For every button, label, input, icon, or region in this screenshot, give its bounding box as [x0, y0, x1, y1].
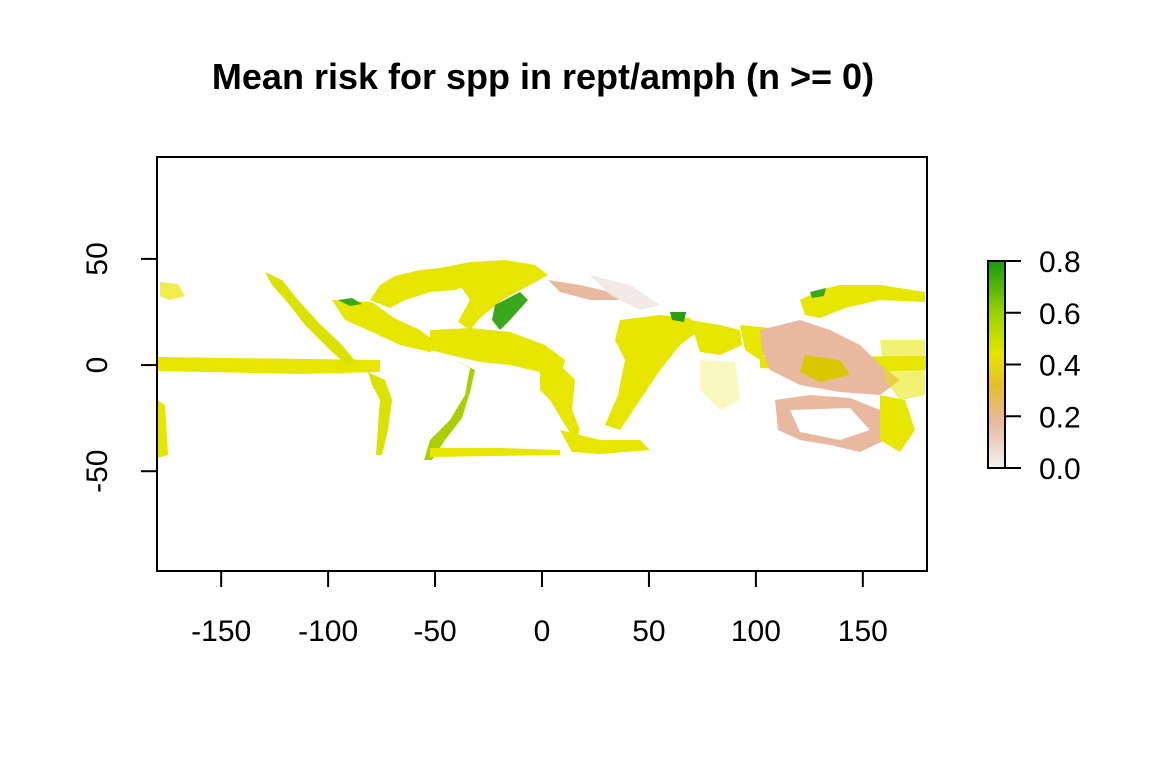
mediterranean — [548, 280, 620, 300]
na-pacific-coast — [265, 272, 356, 366]
australia-inner — [790, 408, 870, 440]
north-pacific-sparse — [160, 282, 185, 300]
southern-africa — [560, 430, 650, 454]
legend-tick-label: 0.4 — [1039, 350, 1081, 383]
x-tick-label: -100 — [298, 615, 358, 648]
east-asia-green — [810, 288, 826, 298]
legend-tick-label: 0.2 — [1039, 401, 1081, 434]
legend-tick-label: 0.0 — [1039, 453, 1081, 486]
arabian-green — [670, 312, 686, 322]
y-tick-label: 0 — [81, 357, 114, 374]
indian-ocean-scatter — [700, 360, 740, 410]
east-asia-coast — [800, 285, 925, 318]
south-atlantic-band — [430, 448, 560, 457]
risk-raster-layer — [157, 260, 927, 460]
sa-atlantic-coast — [424, 360, 475, 460]
x-axis: -150 -100 -50 0 50 100 150 — [191, 571, 888, 648]
x-tick-label: 100 — [731, 615, 781, 648]
mediterranean-light — [590, 275, 660, 310]
africa-west-coast — [540, 365, 580, 440]
atlantic-equatorial — [430, 328, 565, 378]
us-east-coast — [370, 268, 470, 308]
y-axis: 50 0 -50 — [81, 242, 157, 493]
dateline-south-edge — [157, 400, 168, 458]
sa-pacific-coast — [368, 372, 392, 455]
se-asia-yellow — [800, 355, 850, 382]
australia-east-yellow — [880, 395, 915, 452]
color-legend: 0.8 0.6 0.4 0.2 0.0 — [987, 246, 1081, 486]
legend-colorbar — [987, 260, 1006, 469]
map-title: Mean risk for spp in rept/amph (n >= 0) — [211, 56, 875, 97]
pacific-equatorial-band — [157, 357, 380, 374]
west-africa-green — [492, 292, 528, 330]
y-tick-label: 50 — [81, 242, 114, 275]
arabian-sea — [690, 320, 742, 355]
x-tick-label: 150 — [838, 615, 888, 648]
west-pacific-islands — [880, 340, 925, 400]
x-tick-label: -150 — [191, 615, 251, 648]
north-atlantic-band — [440, 260, 548, 330]
legend-tick-label: 0.6 — [1039, 298, 1081, 331]
y-tick-label: -50 — [81, 450, 114, 493]
africa-east-coast — [605, 315, 700, 430]
x-tick-label: -50 — [413, 615, 456, 648]
x-tick-label: 0 — [534, 615, 551, 648]
maritime-se-asia — [760, 320, 900, 395]
x-tick-label: 50 — [632, 615, 665, 648]
gulf-green-edge — [338, 298, 362, 306]
legend-tick-label: 0.8 — [1039, 246, 1081, 279]
gulf-caribbean — [332, 300, 440, 352]
